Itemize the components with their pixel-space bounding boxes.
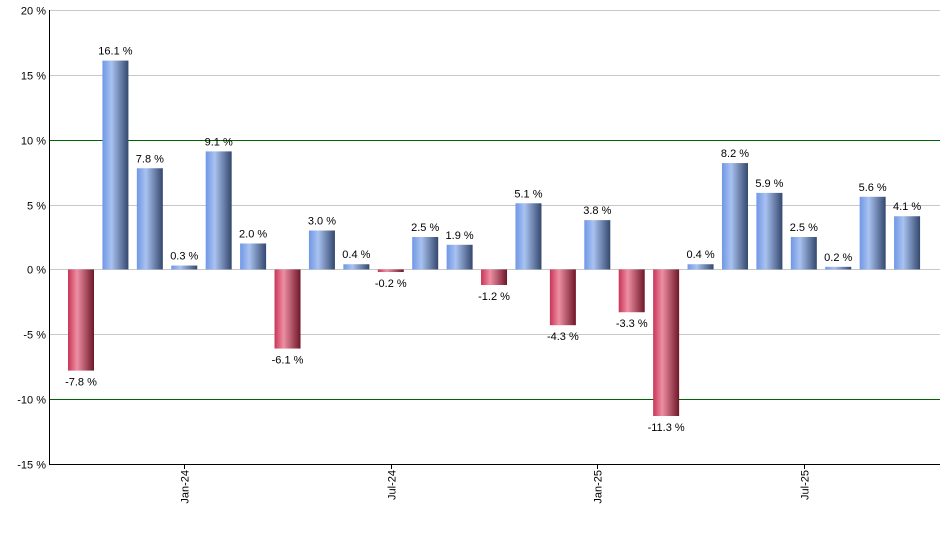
bar-Oct-25: [894, 216, 921, 270]
data-label: 0.3 %: [170, 251, 198, 263]
bar-Feb-25: [618, 269, 645, 313]
bar-Jan-24: [171, 265, 198, 270]
data-label: 3.0 %: [308, 216, 336, 228]
gridlines: [49, 10, 940, 400]
x-tick-label: Jul-25: [800, 470, 812, 500]
data-label: 7.8 %: [136, 153, 164, 165]
bar-Jan-25: [584, 220, 611, 270]
data-label: 0.4 %: [342, 249, 370, 261]
y-tick-label: -10 %: [17, 395, 46, 407]
data-label: -6.1 %: [272, 355, 304, 367]
y-tick-label: -5 %: [23, 330, 46, 342]
bar-Jul-24: [377, 269, 404, 273]
bar-Oct-23: [68, 269, 94, 371]
bar-Feb-24: [205, 151, 232, 270]
bars: [68, 60, 921, 417]
bar-Nov-24: [515, 203, 542, 270]
y-tick-label: 20 %: [21, 6, 46, 18]
bar-Apr-24: [274, 269, 301, 349]
x-tick-label: Jan-25: [593, 470, 605, 504]
bar-Dec-23: [136, 168, 163, 270]
data-label: 3.8 %: [583, 205, 611, 217]
data-label: 4.1 %: [893, 201, 921, 213]
data-label: -3.3 %: [616, 318, 648, 330]
data-label: 0.2 %: [824, 252, 852, 264]
data-label: 2.5 %: [411, 222, 439, 234]
x-tick-label: Jul-24: [387, 470, 399, 500]
bar-Dec-24: [549, 269, 576, 326]
data-label: 2.5 %: [790, 222, 818, 234]
axes: -15 % -10 % -5 % 0 % 5 % 10 % 15 % 20 % Jan-24 Ju…: [17, 6, 940, 504]
bar-Jun-24: [343, 264, 370, 270]
bar-Aug-25: [825, 266, 852, 270]
bar-Mar-25: [653, 269, 680, 417]
data-label: -4.3 %: [547, 331, 579, 343]
bar-Aug-24: [412, 237, 439, 270]
data-label: -1.2 %: [478, 291, 510, 303]
x-tick-label: Jan-24: [180, 470, 192, 504]
data-labels: -7.8 % 16.1 % 7.8 % 0.3 % 9.1 % 2.0 % -6.1 % 3.…: [65, 46, 921, 434]
y-tick-label: 10 %: [21, 136, 46, 148]
y-tick-label: -15 %: [17, 460, 46, 472]
data-label: 1.9 %: [446, 230, 474, 242]
data-label: 5.9 %: [755, 178, 783, 190]
data-label: 2.0 %: [239, 228, 267, 240]
data-label: 0.4 %: [686, 249, 714, 261]
data-label: 9.1 %: [205, 136, 233, 148]
data-label: 5.6 %: [859, 182, 887, 194]
bar-Apr-25: [687, 264, 714, 270]
y-tick-label: 0 %: [27, 265, 46, 277]
bar-Jun-25: [756, 192, 783, 270]
bar-May-25: [721, 163, 748, 270]
data-label: -11.3 %: [648, 422, 685, 434]
bar-Nov-23: [102, 60, 129, 270]
y-tick-label: 5 %: [27, 201, 46, 213]
data-label: -7.8 %: [65, 377, 97, 389]
data-label: 5.1 %: [514, 188, 542, 200]
data-label: -0.2 %: [375, 278, 407, 290]
y-tick-label: 15 %: [21, 71, 46, 83]
bar-Oct-24: [481, 269, 508, 285]
bar-Sep-24: [446, 244, 473, 270]
bar-Jul-25: [790, 237, 817, 270]
bar-Mar-24: [240, 243, 267, 270]
data-label: 8.2 %: [721, 148, 749, 160]
data-label: 16.1 %: [98, 46, 132, 58]
bar-Sep-25: [859, 196, 886, 270]
bar-May-24: [308, 230, 335, 270]
